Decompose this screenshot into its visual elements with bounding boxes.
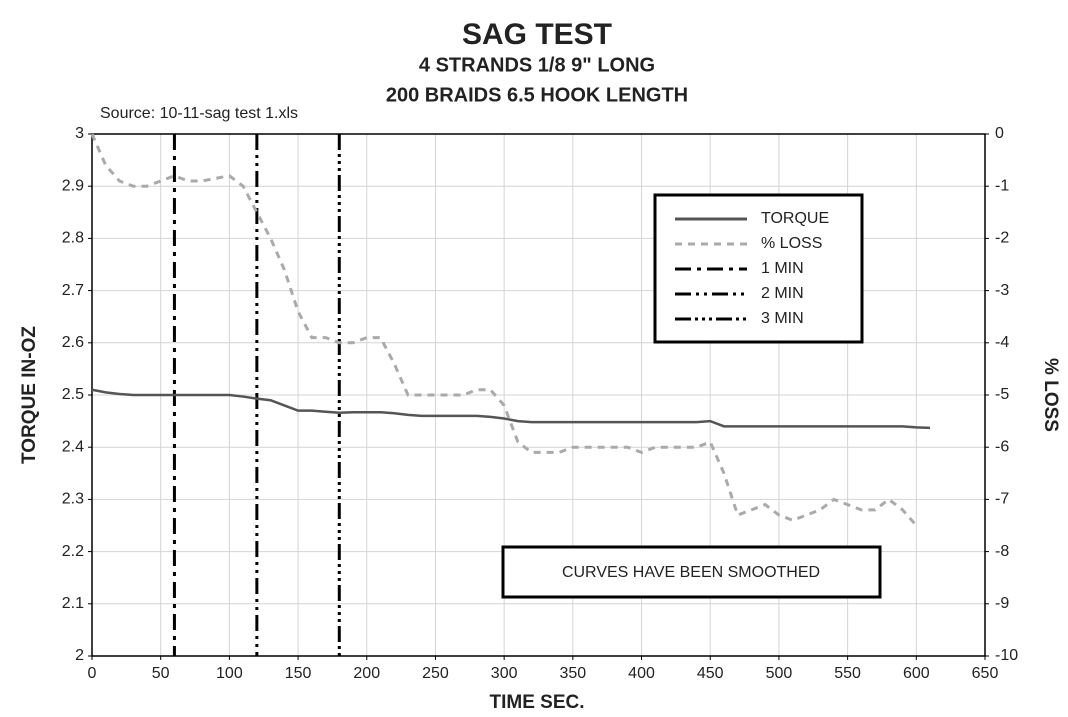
legend-label: TORQUE [761, 210, 829, 227]
x-tick-label: 450 [697, 665, 724, 682]
x-tick-label: 100 [216, 665, 243, 682]
x-tick-label: 200 [353, 665, 380, 682]
y-tick-label: 2.3 [62, 491, 84, 508]
subtitle: 200 BRAIDS 6.5 HOOK LENGTH [386, 84, 688, 106]
x-tick-label: 0 [88, 665, 97, 682]
x-tick-label: 300 [491, 665, 518, 682]
y2-tick-label: -10 [995, 647, 1018, 664]
y-axis-label: TORQUE IN-OZ [19, 326, 40, 464]
x-tick-label: 150 [285, 665, 312, 682]
series-line [90, 133, 918, 527]
y-tick-label: 2.9 [62, 177, 84, 194]
chart-title: SAG TEST [462, 18, 612, 51]
annotation: CURVES HAVE BEEN SMOOTHED [562, 564, 820, 581]
legend: TORQUE % LOSS 1 MIN 2 MIN 3 MIN [653, 193, 864, 344]
y2-tick-label: -9 [995, 595, 1009, 612]
x-tick-label: 650 [972, 665, 999, 682]
y2-axis-label: % LOSS [1040, 358, 1061, 432]
legend-label: 1 MIN [761, 260, 804, 277]
y2-tick-label: -5 [995, 386, 1009, 403]
y2-tick-label: -2 [995, 230, 1009, 247]
x-tick-label: 400 [628, 665, 655, 682]
y2-tick-label: -3 [995, 282, 1009, 299]
y-tick-label: 3 [75, 125, 84, 142]
subtitle: 4 STRANDS 1/8 9" LONG [419, 54, 655, 76]
y-tick-label: 2.1 [62, 595, 84, 612]
legend-label: 2 MIN [761, 285, 804, 302]
x-tick-label: 500 [766, 665, 793, 682]
y2-tick-label: -8 [995, 543, 1009, 560]
x-tick-label: 600 [903, 665, 930, 682]
source: Source: 10-11-sag test 1.xls [100, 105, 298, 122]
y-tick-label: 2.6 [62, 334, 84, 351]
y2-tick-label: -6 [995, 438, 1009, 455]
y-tick-label: 2.4 [62, 438, 84, 455]
y-tick-label: 2.2 [62, 543, 84, 560]
series-line [91, 388, 931, 430]
y-tick-label: 2.5 [62, 386, 84, 403]
annotation-box [501, 545, 882, 599]
y2-tick-label: -7 [995, 491, 1009, 508]
x-tick-label: 350 [559, 665, 586, 682]
plot-frame [91, 133, 986, 657]
x-axis-label: TIME SEC. [489, 692, 584, 713]
y2-tick-label: -1 [995, 177, 1009, 194]
y-tick-label: 2 [75, 647, 84, 664]
legend-label: % LOSS [761, 235, 822, 252]
y2-tick-label: 0 [995, 125, 1004, 142]
y-tick-label: 2.7 [62, 282, 84, 299]
legend-label: 3 MIN [761, 310, 804, 327]
x-tick-label: 550 [834, 665, 861, 682]
x-tick-label: 250 [422, 665, 449, 682]
x-tick-label: 50 [152, 665, 170, 682]
y2-tick-label: -4 [995, 334, 1009, 351]
y-tick-label: 2.8 [62, 230, 84, 247]
